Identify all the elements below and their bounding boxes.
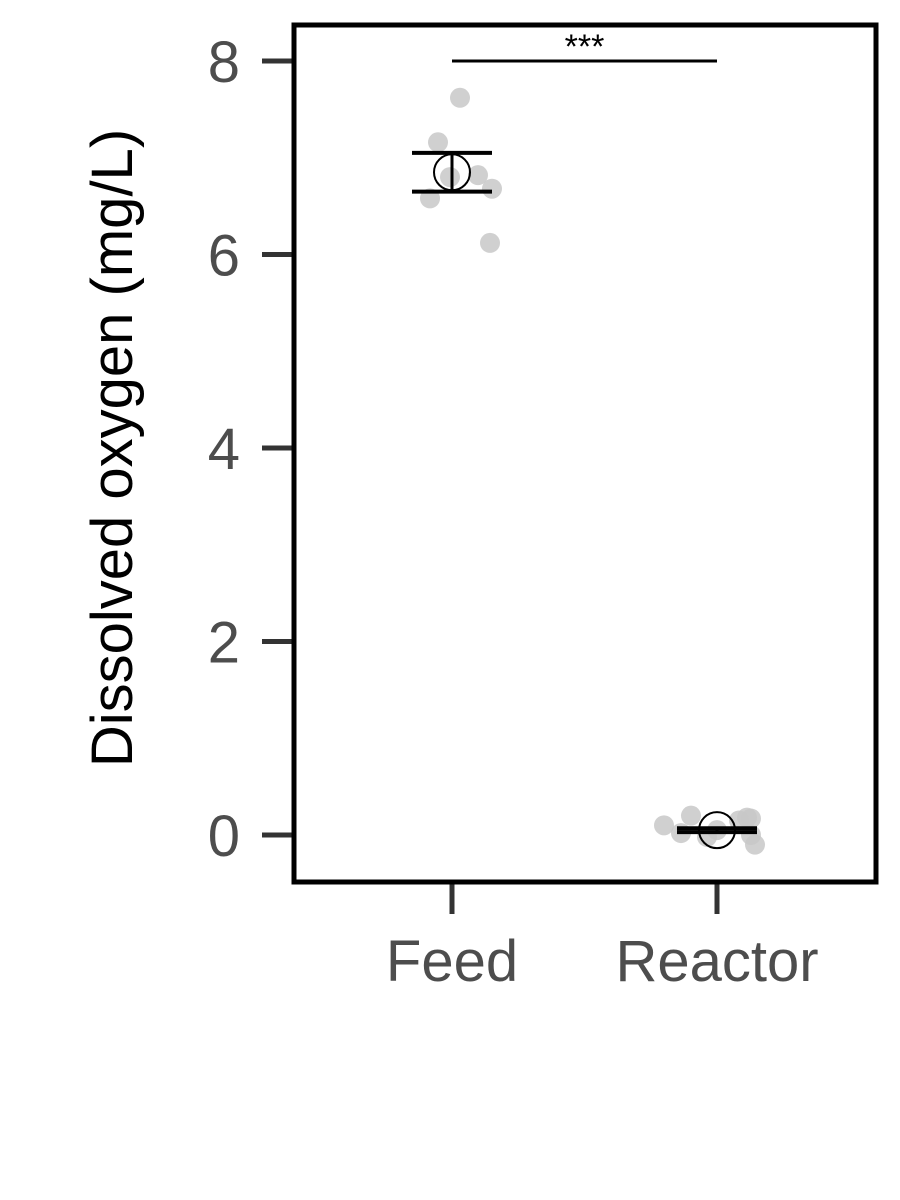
x-axis-ticks: Feed Reactor (386, 882, 819, 994)
y-tick-label: 2 (208, 611, 240, 676)
data-point (440, 167, 460, 188)
x-tick-label: Reactor (615, 929, 818, 994)
y-tick-label: 8 (208, 30, 240, 95)
data-point (482, 178, 502, 199)
mean-marker (433, 153, 471, 192)
y-axis-title: Dissolved oxygen (mg/L) (80, 129, 145, 767)
data-point (468, 165, 488, 186)
annotations: *** (452, 28, 717, 66)
data-point (654, 815, 674, 836)
data-point (428, 132, 448, 153)
y-tick-label: 0 (208, 804, 240, 869)
mean-marker (698, 811, 736, 850)
plot-panel-border (291, 22, 879, 885)
summary-markers (412, 150, 757, 850)
y-tick-label: 4 (208, 417, 240, 482)
data-points (420, 87, 765, 855)
x-tick-label: Feed (386, 929, 518, 994)
data-point (681, 805, 701, 826)
significance-label: *** (565, 28, 605, 66)
data-point (480, 232, 500, 253)
data-point (745, 834, 765, 855)
y-axis-ticks: 0 2 4 6 8 (208, 30, 294, 869)
data-point (450, 87, 470, 108)
y-tick-label: 6 (208, 224, 240, 289)
